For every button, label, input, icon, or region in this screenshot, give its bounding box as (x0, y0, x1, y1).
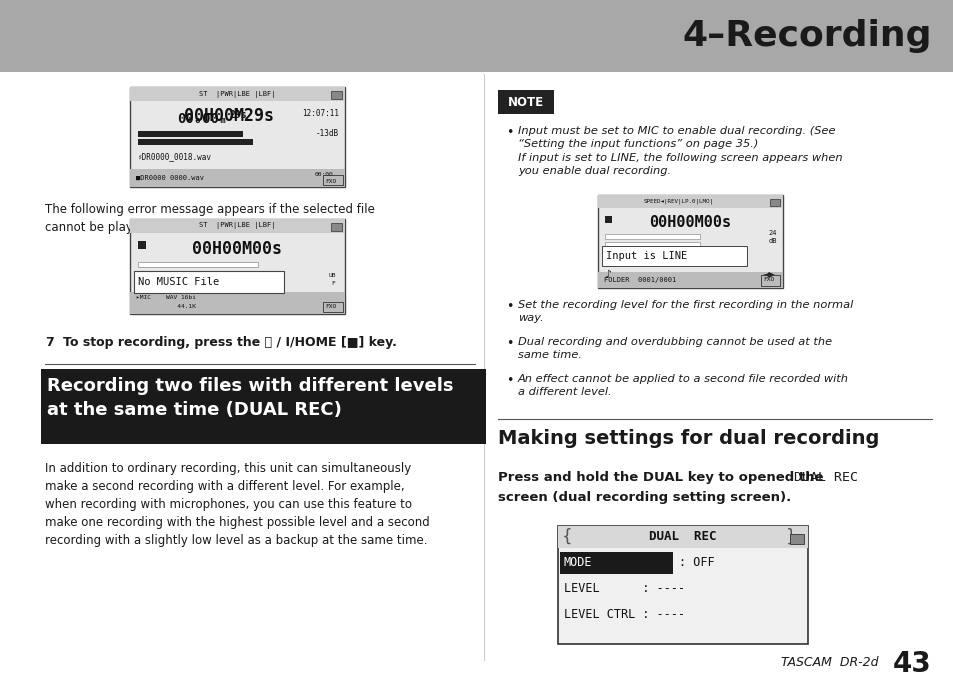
Bar (41, 369, 485, 444)
Bar (323, 302, 343, 312)
Text: LEVEL CTRL : ----: LEVEL CTRL : ---- (563, 609, 684, 622)
Bar (138, 271, 257, 276)
Bar (331, 91, 341, 99)
Text: F: F (331, 282, 335, 286)
Text: -13dB: -13dB (315, 129, 338, 137)
Bar (130, 87, 345, 187)
Text: •: • (505, 126, 513, 139)
Text: ▸MIC    WAV 16bi: ▸MIC WAV 16bi (136, 296, 195, 301)
Text: UB: UB (329, 273, 336, 279)
Text: 44.1K: 44.1K (136, 305, 195, 309)
Bar (130, 292, 345, 314)
Bar (604, 242, 700, 247)
Text: 29s: 29s (230, 110, 247, 120)
Text: DUAL REC: DUAL REC (793, 471, 857, 484)
Bar (138, 139, 253, 145)
Text: 00:00: 00:00 (314, 173, 334, 177)
Text: 12:07:11: 12:07:11 (302, 109, 338, 118)
Text: Input must be set to MIC to enable dual recording. (See
“Setting the input funct: Input must be set to MIC to enable dual … (517, 126, 841, 176)
Text: FXO: FXO (762, 277, 774, 282)
Text: 4–Recording: 4–Recording (681, 19, 931, 53)
Text: The following error message appears if the selected file
cannot be played back.: The following error message appears if t… (45, 203, 375, 234)
Text: 00H00M00s: 00H00M00s (193, 240, 282, 258)
Text: •: • (505, 337, 513, 350)
Text: DUAL  REC: DUAL REC (649, 530, 716, 543)
Bar (598, 272, 782, 288)
Bar (331, 223, 341, 231)
Text: TASCAM  DR-2d: TASCAM DR-2d (781, 656, 878, 668)
Bar (558, 526, 807, 644)
Text: screen (dual recording setting screen).: screen (dual recording setting screen). (497, 491, 790, 504)
Bar (323, 175, 343, 185)
Bar (559, 552, 672, 574)
Text: ◄▶: ◄▶ (762, 271, 775, 279)
Text: }: } (785, 528, 796, 546)
Text: FXO: FXO (325, 180, 335, 184)
Text: ♯DR0000_0018.wav: ♯DR0000_0018.wav (138, 152, 212, 162)
Text: •: • (505, 300, 513, 313)
Text: ■DR0000 0000.wav: ■DR0000 0000.wav (136, 175, 204, 181)
Bar (598, 195, 782, 288)
Text: 24: 24 (768, 230, 776, 236)
Text: SPEED◄|REV|LP.0|LMO|: SPEED◄|REV|LP.0|LMO| (643, 199, 713, 204)
Bar (0, 0, 953, 72)
Text: {: { (561, 528, 572, 546)
Text: An effect cannot be applied to a second file recorded with
a different level.: An effect cannot be applied to a second … (517, 374, 848, 397)
Bar (130, 219, 345, 314)
Bar (130, 87, 345, 101)
Bar (130, 219, 345, 233)
Bar (769, 199, 780, 206)
Text: 7: 7 (45, 336, 53, 349)
Text: Recording two files with different levels
at the same time (DUAL REC): Recording two files with different level… (47, 377, 453, 420)
Text: MODE: MODE (563, 556, 592, 569)
Text: ♪: ♪ (603, 270, 611, 280)
Text: dB: dB (768, 238, 776, 244)
Text: Press and hold the DUAL key to opened the: Press and hold the DUAL key to opened th… (497, 471, 827, 484)
Text: : OFF: : OFF (679, 556, 714, 569)
Bar (138, 241, 146, 249)
Bar (789, 534, 803, 544)
Bar (558, 526, 807, 548)
Bar (497, 90, 554, 114)
Bar (760, 275, 780, 286)
Bar (601, 246, 746, 266)
Bar (604, 234, 700, 239)
Text: LEVEL      : ----: LEVEL : ---- (563, 583, 684, 596)
Bar (598, 195, 782, 208)
Text: No MUSIC File: No MUSIC File (138, 277, 219, 287)
Text: In addition to ordinary recording, this unit can simultaneously
make a second re: In addition to ordinary recording, this … (45, 462, 429, 547)
Text: ST  |PWR|LBE |LBF|: ST |PWR|LBE |LBF| (199, 90, 275, 97)
Text: To stop recording, press the ⏻ / I/HOME [■] key.: To stop recording, press the ⏻ / I/HOME … (63, 336, 396, 349)
Text: Set the recording level for the first recording in the normal
way.: Set the recording level for the first re… (517, 300, 852, 324)
Text: •: • (505, 374, 513, 387)
Bar (604, 216, 612, 223)
Text: ST  |PWR|LBE |LBF|: ST |PWR|LBE |LBF| (199, 222, 275, 229)
Text: 43: 43 (892, 650, 931, 678)
Bar (133, 271, 284, 293)
Bar (138, 131, 243, 137)
Text: Making settings for dual recording: Making settings for dual recording (497, 429, 879, 448)
Text: 00ₔ00ₘ: 00ₔ00ₘ (177, 112, 227, 126)
Text: NOTE: NOTE (507, 95, 543, 109)
Bar (130, 169, 345, 187)
Text: 00H00M00s: 00H00M00s (649, 216, 731, 231)
Bar (138, 262, 257, 267)
Text: 00H00M29s: 00H00M29s (184, 107, 274, 125)
Text: FOLDER  0001/0001: FOLDER 0001/0001 (603, 277, 676, 283)
Text: Input is LINE: Input is LINE (605, 251, 686, 261)
Text: Dual recording and overdubbing cannot be used at the
same time.: Dual recording and overdubbing cannot be… (517, 337, 831, 360)
Text: FXO: FXO (325, 305, 335, 309)
